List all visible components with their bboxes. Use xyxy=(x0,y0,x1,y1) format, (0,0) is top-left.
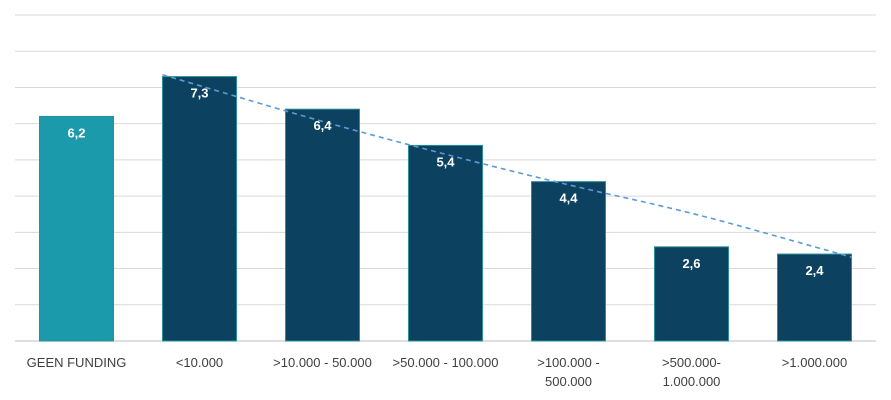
category-label: >500.000-1.000.000 xyxy=(662,355,721,389)
category-label: GEEN FUNDING xyxy=(27,355,127,370)
data-label: 6,4 xyxy=(313,118,332,133)
trendline-layer xyxy=(162,73,852,258)
bar xyxy=(654,246,729,342)
data-label: 7,3 xyxy=(190,86,208,101)
bars xyxy=(39,76,852,342)
bar xyxy=(285,108,360,342)
category-label: >1.000.000 xyxy=(782,355,847,370)
trendline xyxy=(162,73,852,258)
data-label: 2,6 xyxy=(682,256,700,271)
category-labels: GEEN FUNDING <10.000 >10.000 - 50.000 >50.0… xyxy=(27,355,848,389)
data-labels: 6,2 7,3 6,4 5,4 4,4 2,6 2,4 xyxy=(67,86,824,278)
data-label: 5,4 xyxy=(436,154,455,169)
data-label: 2,4 xyxy=(805,263,824,278)
category-label: >10.000 - 50.000 xyxy=(273,355,372,370)
bar xyxy=(777,253,852,342)
bar xyxy=(162,76,237,342)
bar xyxy=(408,144,483,342)
data-label: 6,2 xyxy=(67,125,85,140)
bar xyxy=(531,181,606,342)
data-label: 4,4 xyxy=(559,191,578,206)
category-label: <10.000 xyxy=(176,355,223,370)
category-label: >100.000 -500.000 xyxy=(537,355,600,389)
bar xyxy=(39,115,114,342)
category-label: >50.000 - 100.000 xyxy=(393,355,499,370)
